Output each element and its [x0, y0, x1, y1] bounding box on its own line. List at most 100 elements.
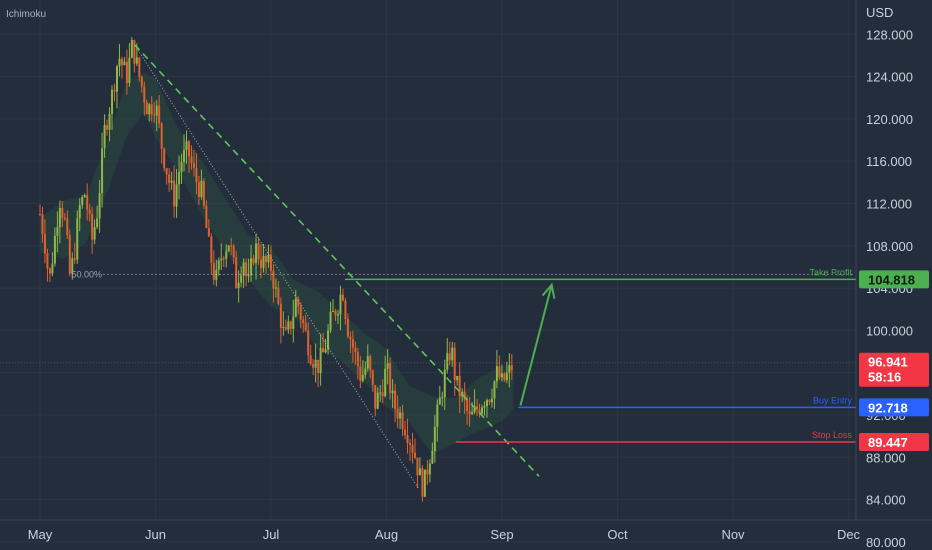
candle-body	[500, 373, 503, 378]
candle-body	[73, 258, 76, 260]
candle-body	[86, 195, 89, 210]
candle-body	[71, 258, 74, 274]
candle-body	[473, 406, 476, 413]
candle-body	[202, 180, 205, 206]
candle-body	[195, 168, 198, 183]
candle-body	[490, 398, 493, 403]
candle-body	[230, 245, 233, 247]
candle-body	[232, 245, 235, 258]
candle-body	[217, 260, 220, 270]
candle-body	[140, 76, 143, 87]
candle-body	[282, 327, 285, 329]
candle-body	[495, 366, 498, 382]
candle-body	[53, 235, 56, 264]
candle-body	[158, 105, 161, 124]
candle-body	[510, 365, 513, 371]
candle-body	[374, 385, 377, 409]
candle-body	[322, 348, 325, 353]
candle-body	[277, 287, 280, 304]
candle-body	[130, 40, 133, 58]
candle-body	[115, 66, 118, 92]
candle-body	[314, 359, 317, 368]
candle-body	[505, 372, 508, 381]
candle-body	[170, 180, 173, 183]
candle-body	[145, 102, 148, 115]
candle-body	[41, 214, 44, 235]
candle-body	[324, 349, 327, 353]
candle-body	[336, 314, 339, 316]
candle-body	[210, 236, 213, 263]
candle-body	[200, 180, 203, 197]
candle-body	[56, 227, 59, 236]
candle-body	[163, 148, 166, 169]
price-tick-label: 88.000	[866, 450, 906, 465]
candle-body	[272, 270, 275, 289]
candle-body	[406, 435, 409, 444]
candle-body	[438, 397, 441, 405]
stop_loss-badge-value: 89.447	[868, 435, 908, 450]
candle-body	[178, 172, 181, 185]
candle-body	[88, 209, 91, 215]
candle-body	[262, 255, 265, 268]
candle-body	[143, 86, 146, 103]
candle-body	[133, 40, 136, 64]
buy_entry-badge	[859, 398, 929, 417]
candle-body	[83, 195, 86, 198]
candle-body	[481, 407, 484, 414]
candle-body	[66, 217, 69, 236]
candle-body	[401, 412, 404, 430]
candle-body	[356, 352, 359, 367]
drawings: 50.00% Take Profit Buy Entry Stop Loss	[0, 44, 856, 490]
price-tick-label: 120.000	[866, 112, 913, 127]
candle-body	[108, 113, 111, 130]
candle-body	[453, 347, 456, 381]
candle-body	[359, 366, 362, 381]
candle-body	[411, 444, 414, 453]
time-tick-label: Nov	[721, 527, 745, 542]
candle-body	[416, 457, 419, 476]
candle-body	[118, 58, 121, 67]
candle-body	[483, 406, 486, 408]
candle-body	[386, 362, 389, 369]
candle-body	[46, 253, 49, 269]
ichimoku-cloud	[40, 72, 514, 455]
time-tick-label: Jul	[263, 527, 280, 542]
candle-body	[418, 468, 421, 476]
candle-body	[394, 390, 397, 409]
candle-body	[446, 353, 449, 370]
candle-body	[93, 227, 96, 240]
candle-body	[111, 89, 114, 114]
candle-body	[312, 363, 315, 368]
candle-body	[289, 321, 292, 329]
time-tick-label: May	[28, 527, 53, 542]
candle-body	[190, 156, 193, 164]
candle-body	[371, 370, 374, 386]
price-tick-label: 116.000	[866, 154, 912, 169]
candle-body	[369, 356, 372, 371]
take_profit-badge	[859, 270, 929, 289]
candle-body	[267, 254, 270, 263]
candle-body	[364, 368, 367, 375]
candle-body	[183, 149, 186, 163]
candle-body	[404, 429, 407, 436]
cloud-band	[40, 72, 514, 455]
candle-body	[485, 400, 488, 407]
target-arrow-head	[541, 282, 556, 299]
time-tick-label: Dec	[837, 527, 861, 542]
candle-body	[247, 274, 250, 276]
candle-body	[242, 262, 245, 276]
time-tick-label: Sep	[490, 527, 513, 542]
candle-body	[376, 392, 379, 409]
candle-body	[150, 104, 153, 115]
candle-body	[304, 323, 307, 331]
candle-body	[185, 141, 188, 150]
candle-body	[61, 208, 64, 218]
candle-body	[96, 218, 99, 228]
candle-body	[498, 366, 501, 378]
candle-body	[381, 392, 384, 397]
candle-body	[101, 148, 104, 193]
candle-body	[493, 381, 496, 399]
candle-body	[468, 411, 471, 415]
time-tick-label: Aug	[375, 527, 398, 542]
